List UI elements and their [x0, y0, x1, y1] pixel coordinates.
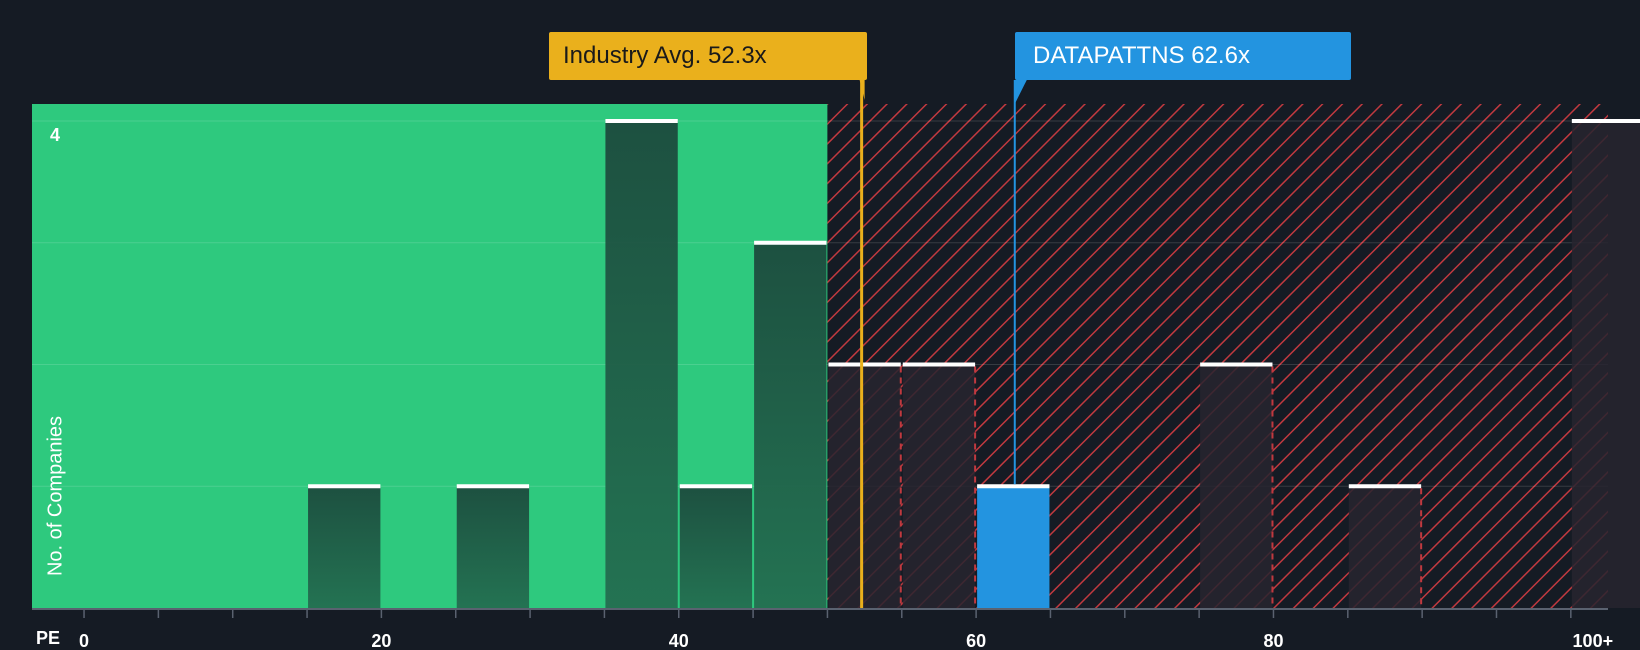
histogram-bar-cap	[1571, 119, 1640, 123]
company-callout-pointer	[1014, 80, 1027, 104]
histogram-bar	[828, 364, 901, 608]
histogram-bar-cap	[1200, 362, 1273, 367]
x-tick-label: 0	[79, 631, 89, 650]
histogram-bar-cap	[605, 119, 678, 123]
company-pe-callout: DATAPATTNS 62.6x	[1015, 32, 1351, 80]
x-tick-label: 60	[966, 631, 986, 650]
histogram-bar	[1200, 364, 1273, 608]
histogram-bar-cap	[977, 484, 1050, 489]
y-axis-label: No. of Companies	[44, 415, 67, 577]
histogram-bar-cap	[754, 240, 827, 245]
x-axis-label: PE	[36, 628, 61, 648]
histogram-bar	[605, 121, 678, 608]
y-tick-label: 4	[50, 125, 60, 145]
histogram-bar-cap	[1348, 484, 1422, 489]
x-tick-label: 40	[669, 631, 689, 650]
industry-callout-pointer	[859, 80, 865, 100]
industry-average-callout: Industry Avg. 52.3x	[549, 32, 867, 80]
histogram-bar	[679, 486, 753, 608]
histogram-bar	[754, 242, 827, 608]
histogram-bar	[902, 364, 976, 608]
histogram-bar	[977, 486, 1050, 608]
histogram-bar-cap	[308, 484, 381, 489]
histogram-bar	[1571, 121, 1640, 608]
x-tick-label: 100+	[1573, 631, 1614, 650]
x-tick-label: 20	[371, 631, 391, 650]
histogram-bar	[308, 486, 381, 608]
histogram-bar	[456, 486, 530, 608]
x-tick-label: 80	[1263, 631, 1283, 650]
histogram-bar-cap	[456, 484, 530, 489]
histogram-bar	[1348, 486, 1422, 608]
histogram-bar-cap	[679, 484, 753, 489]
histogram-bar-cap	[902, 362, 976, 367]
histogram-bar-cap	[828, 362, 901, 367]
